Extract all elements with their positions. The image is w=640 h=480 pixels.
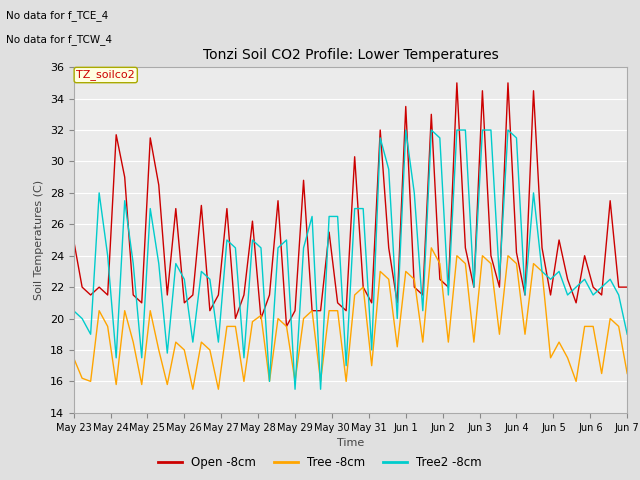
Legend: Open -8cm, Tree -8cm, Tree2 -8cm: Open -8cm, Tree -8cm, Tree2 -8cm [154, 452, 486, 474]
Text: No data for f_TCE_4: No data for f_TCE_4 [6, 10, 109, 21]
Text: No data for f_TCW_4: No data for f_TCW_4 [6, 34, 113, 45]
Text: TZ_soilco2: TZ_soilco2 [76, 70, 135, 81]
X-axis label: Time: Time [337, 438, 364, 448]
Y-axis label: Soil Temperatures (C): Soil Temperatures (C) [34, 180, 44, 300]
Title: Tonzi Soil CO2 Profile: Lower Temperatures: Tonzi Soil CO2 Profile: Lower Temperatur… [202, 48, 499, 62]
